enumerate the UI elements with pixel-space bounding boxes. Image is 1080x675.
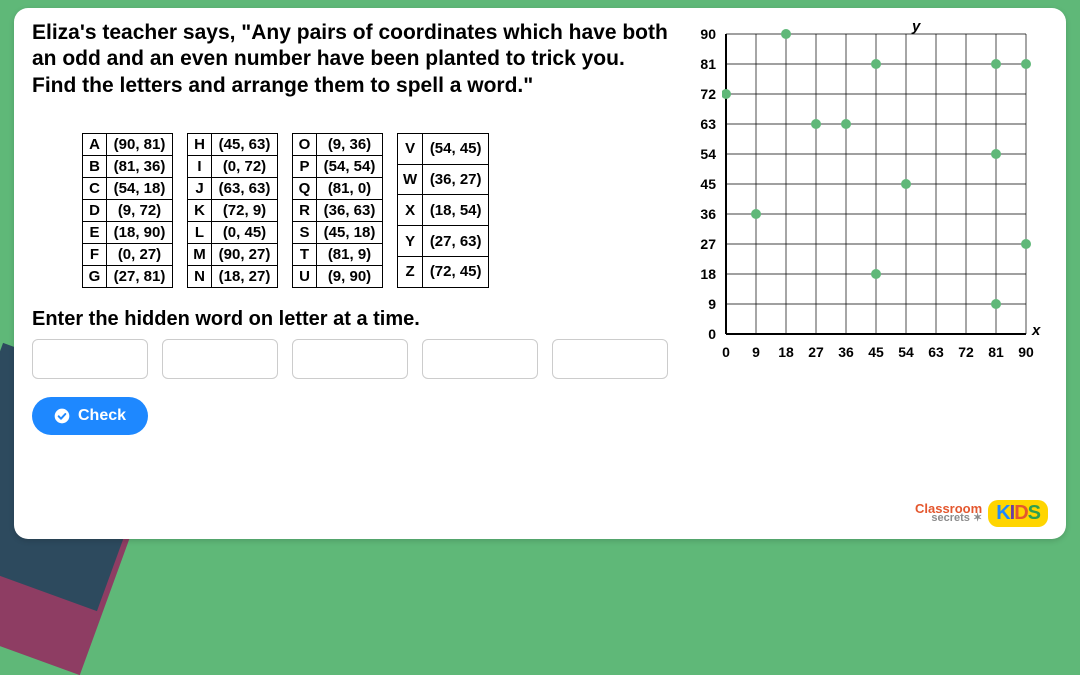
y-tick: 81 [700, 56, 716, 72]
coordinate-tables: A(90, 81)B(81, 36)C(54, 18)D(9, 72)E(18,… [82, 133, 670, 288]
coord-letter: C [83, 177, 107, 199]
x-tick: 63 [928, 344, 944, 360]
check-button-label: Check [78, 407, 126, 425]
letter-input[interactable] [162, 339, 278, 379]
coord-value: (72, 9) [212, 199, 278, 221]
letter-input[interactable] [292, 339, 408, 379]
coord-letter: R [293, 199, 317, 221]
x-tick: 0 [722, 344, 730, 360]
y-tick: 18 [700, 266, 716, 282]
coord-value: (18, 27) [212, 265, 278, 287]
x-tick: 90 [1018, 344, 1034, 360]
coord-table: O(9, 36)P(54, 54)Q(81, 0)R(36, 63)S(45, … [292, 133, 383, 288]
coord-value: (72, 45) [423, 256, 489, 287]
coord-letter: Y [398, 226, 423, 257]
question-card: Eliza's teacher says, "Any pairs of coor… [14, 8, 1066, 539]
y-tick: 9 [708, 296, 716, 312]
coord-letter: P [293, 155, 317, 177]
x-axis-label: x [1032, 322, 1040, 339]
x-tick: 36 [838, 344, 854, 360]
coord-value: (81, 0) [317, 177, 383, 199]
answer-inputs [32, 339, 670, 379]
coord-value: (81, 36) [107, 155, 173, 177]
coord-letter: Q [293, 177, 317, 199]
coord-value: (54, 54) [317, 155, 383, 177]
x-tick: 72 [958, 344, 974, 360]
coord-letter: J [188, 177, 212, 199]
check-button[interactable]: Check [32, 397, 148, 435]
check-circle-icon [54, 408, 70, 424]
coord-value: (45, 18) [317, 221, 383, 243]
coord-letter: M [188, 243, 212, 265]
letter-input[interactable] [32, 339, 148, 379]
coord-value: (36, 63) [317, 199, 383, 221]
y-tick: 36 [700, 206, 716, 222]
y-tick: 54 [700, 146, 716, 162]
y-tick: 0 [708, 326, 716, 342]
coord-letter: G [83, 265, 107, 287]
letter-input[interactable] [552, 339, 668, 379]
coord-letter: E [83, 221, 107, 243]
coord-value: (54, 45) [423, 133, 489, 164]
logo-kids: KIDS [988, 500, 1048, 527]
coord-value: (18, 90) [107, 221, 173, 243]
x-tick: 18 [778, 344, 794, 360]
coord-letter: U [293, 265, 317, 287]
y-tick: 72 [700, 86, 716, 102]
y-tick: 27 [700, 236, 716, 252]
coord-letter: K [188, 199, 212, 221]
coord-letter: D [83, 199, 107, 221]
coord-value: (90, 81) [107, 133, 173, 155]
coord-value: (9, 36) [317, 133, 383, 155]
coordinate-graph: y x 09182736455463728190 091827364554637… [688, 20, 1048, 364]
logo-classroom-secrets: Classroom secrets ✶ [915, 503, 982, 525]
y-tick: 90 [700, 26, 716, 42]
coord-letter: T [293, 243, 317, 265]
letter-input[interactable] [422, 339, 538, 379]
coord-value: (18, 54) [423, 195, 489, 226]
coord-value: (27, 63) [423, 226, 489, 257]
coord-letter: W [398, 164, 423, 195]
graph-canvas [722, 28, 1032, 362]
coord-letter: I [188, 155, 212, 177]
coord-letter: A [83, 133, 107, 155]
coord-table: A(90, 81)B(81, 36)C(54, 18)D(9, 72)E(18,… [82, 133, 173, 288]
coord-table: V(54, 45)W(36, 27)X(18, 54)Y(27, 63)Z(72… [397, 133, 489, 288]
coord-value: (90, 27) [212, 243, 278, 265]
coord-value: (0, 45) [212, 221, 278, 243]
coord-letter: F [83, 243, 107, 265]
coord-value: (36, 27) [423, 164, 489, 195]
coord-letter: H [188, 133, 212, 155]
coord-letter: Z [398, 256, 423, 287]
x-tick: 54 [898, 344, 914, 360]
coord-letter: X [398, 195, 423, 226]
input-prompt: Enter the hidden word on letter at a tim… [32, 308, 670, 331]
coord-letter: S [293, 221, 317, 243]
coord-value: (0, 27) [107, 243, 173, 265]
coord-value: (27, 81) [107, 265, 173, 287]
coord-value: (63, 63) [212, 177, 278, 199]
coord-value: (0, 72) [212, 155, 278, 177]
brand-logo: Classroom secrets ✶ KIDS [915, 500, 1048, 527]
coord-value: (9, 72) [107, 199, 173, 221]
coord-value: (81, 9) [317, 243, 383, 265]
coord-table: H(45, 63)I(0, 72)J(63, 63)K(72, 9)L(0, 4… [187, 133, 278, 288]
y-tick: 63 [700, 116, 716, 132]
x-tick: 9 [752, 344, 760, 360]
coord-letter: O [293, 133, 317, 155]
x-tick: 45 [868, 344, 884, 360]
y-tick: 45 [700, 176, 716, 192]
coord-letter: B [83, 155, 107, 177]
question-text: Eliza's teacher says, "Any pairs of coor… [32, 20, 670, 99]
coord-letter: N [188, 265, 212, 287]
coord-value: (9, 90) [317, 265, 383, 287]
x-tick: 27 [808, 344, 824, 360]
coord-letter: V [398, 133, 423, 164]
coord-letter: L [188, 221, 212, 243]
coord-value: (45, 63) [212, 133, 278, 155]
coord-value: (54, 18) [107, 177, 173, 199]
x-tick: 81 [988, 344, 1004, 360]
